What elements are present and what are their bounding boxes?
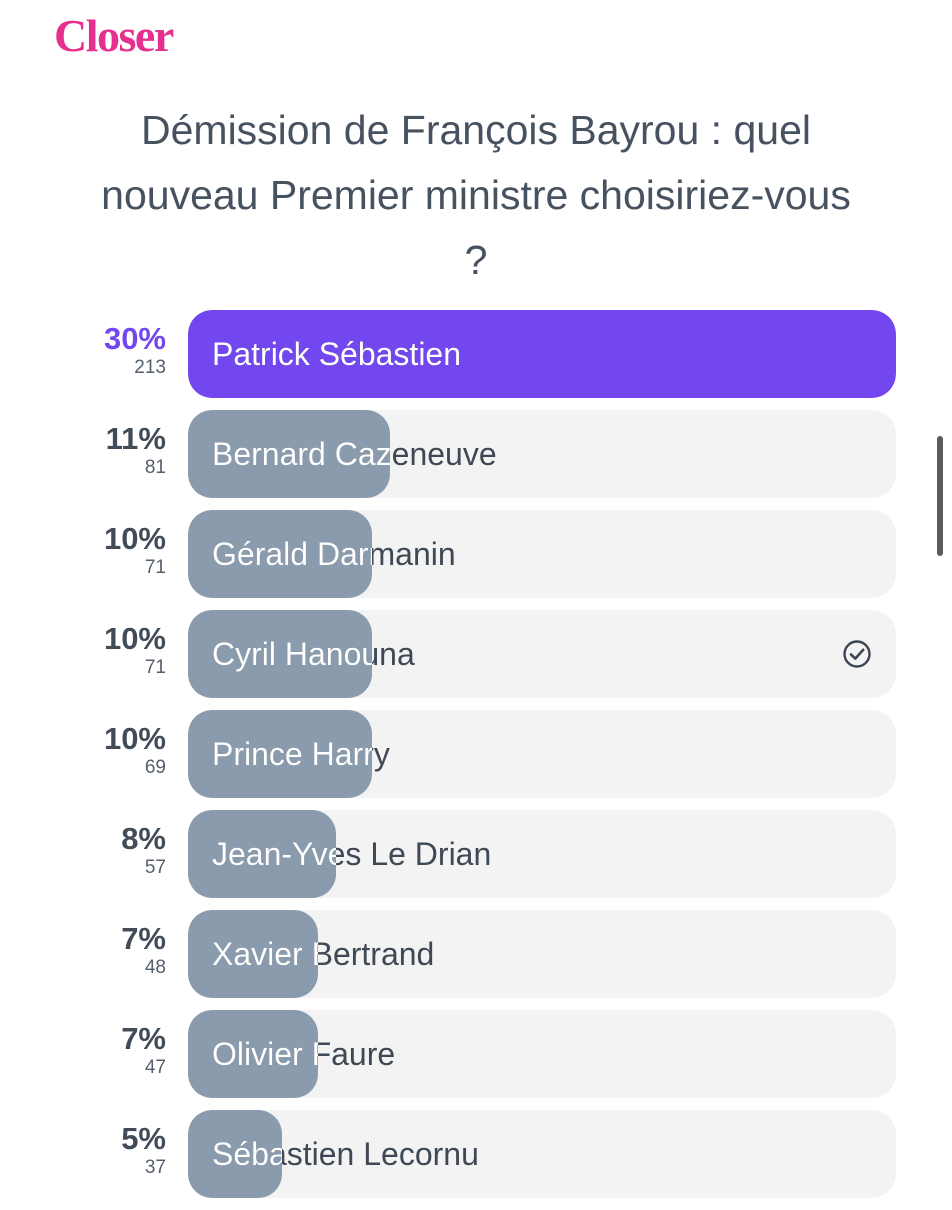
option-label-on-fill: Patrick Sébastien (188, 310, 896, 398)
option-label-on-fill: Bernard Cazeneuve (188, 410, 390, 498)
option-stats: 7% 47 (0, 1022, 166, 1080)
option-percent: 7% (121, 921, 166, 956)
poll-question: Démission de François Bayrou : quel nouv… (101, 107, 851, 283)
poll-option[interactable]: 30% 213 Patrick Sébastien Patrick Sébastien (0, 310, 952, 398)
option-vote-count: 81 (144, 457, 166, 478)
option-label-on-fill: Sébastien Lecornu (188, 1110, 282, 1198)
scrollbar[interactable] (937, 436, 943, 556)
option-label: Jean-Yves Le Drian (212, 836, 492, 872)
option-percent: 8% (121, 821, 166, 856)
option-fill (188, 1110, 282, 1198)
option-fill (188, 910, 318, 998)
option-label: Gérald Darmanin (212, 536, 456, 572)
option-percent: 5% (121, 1121, 166, 1156)
option-stats: 11% 81 (0, 422, 166, 480)
option-bar[interactable]: Patrick Sébastien Patrick Sébastien (188, 310, 896, 398)
option-fill (188, 610, 372, 698)
option-label-fill-text: Gérald Darmanin (212, 536, 372, 572)
option-percent: 10% (103, 621, 166, 656)
option-vote-count: 71 (144, 657, 166, 678)
option-stats: 10% 71 (0, 522, 166, 580)
option-label-on-fill: Gérald Darmanin (188, 510, 372, 598)
option-label: Bernard Cazeneuve (212, 436, 497, 472)
option-label-on-fill: Olivier Faure (188, 1010, 318, 1098)
option-percent: 11% (105, 421, 166, 456)
option-fill (188, 310, 896, 398)
option-fill (188, 1010, 318, 1098)
option-label: Xavier Bertrand (212, 936, 435, 972)
option-percent: 7% (121, 1021, 166, 1056)
check-circle-icon (843, 640, 871, 668)
closer-logo[interactable]: Closer (54, 10, 174, 61)
option-fill (188, 710, 372, 798)
option-vote-count: 47 (144, 1057, 166, 1078)
option-vote-count: 48 (144, 957, 166, 978)
option-stats: 8% 57 (0, 822, 166, 880)
option-vote-count: 57 (144, 857, 166, 878)
option-bar[interactable]: Sébastien LecornuSébastien Lecornu (188, 1110, 896, 1198)
option-stats: 5% 37 (0, 1122, 166, 1180)
option-label: Patrick Sébastien (212, 336, 462, 372)
option-stats: 30% 213 (0, 322, 166, 380)
option-label-fill-text: Bernard Cazeneuve (212, 436, 390, 472)
option-vote-count: 71 (144, 557, 166, 578)
option-percent: 10% (103, 721, 166, 756)
option-label-fill-text: Jean-Yves Le Drian (212, 836, 336, 872)
option-label-fill-text: Olivier Faure (212, 1036, 318, 1072)
option-label-fill-text: Prince Harry (212, 736, 372, 772)
option-label-on-fill: Prince Harry (188, 710, 372, 798)
option-fill (188, 410, 390, 498)
option-vote-count: 69 (144, 757, 166, 778)
option-label: Sébastien Lecornu (212, 1136, 479, 1172)
option-vote-count: 213 (134, 357, 166, 378)
option-fill (188, 810, 336, 898)
option-stats: 10% 69 (0, 722, 166, 780)
option-vote-count: 37 (144, 1157, 166, 1178)
option-label-on-fill: Jean-Yves Le Drian (188, 810, 336, 898)
poll-results: 30% 213 Patrick Sébastien Patrick Sébastien… (0, 310, 952, 1210)
option-fill (188, 510, 372, 598)
option-label: Olivier Faure (212, 1036, 396, 1072)
option-label-fill-text: Sébastien Lecornu (212, 1136, 282, 1172)
poll-option[interactable]: 5%37 Sébastien LecornuSébastien Lecornu (0, 1110, 952, 1198)
option-stats: 10% 71 (0, 622, 166, 680)
option-label-on-fill: Cyril Hanouna (188, 610, 372, 698)
option-percent: 10% (103, 521, 166, 556)
option-label-on-fill: Xavier Bertrand (188, 910, 318, 998)
option-label: Prince Harry (212, 736, 390, 772)
option-stats: 7% 48 (0, 922, 166, 980)
option-percent: 30% (103, 321, 166, 356)
option-label: Cyril Hanouna (212, 636, 415, 672)
option-label-fill-text: Cyril Hanouna (212, 636, 372, 672)
option-label-fill-text: Xavier Bertrand (212, 936, 318, 972)
option-label-fill-text: Patrick Sébastien (212, 336, 462, 372)
